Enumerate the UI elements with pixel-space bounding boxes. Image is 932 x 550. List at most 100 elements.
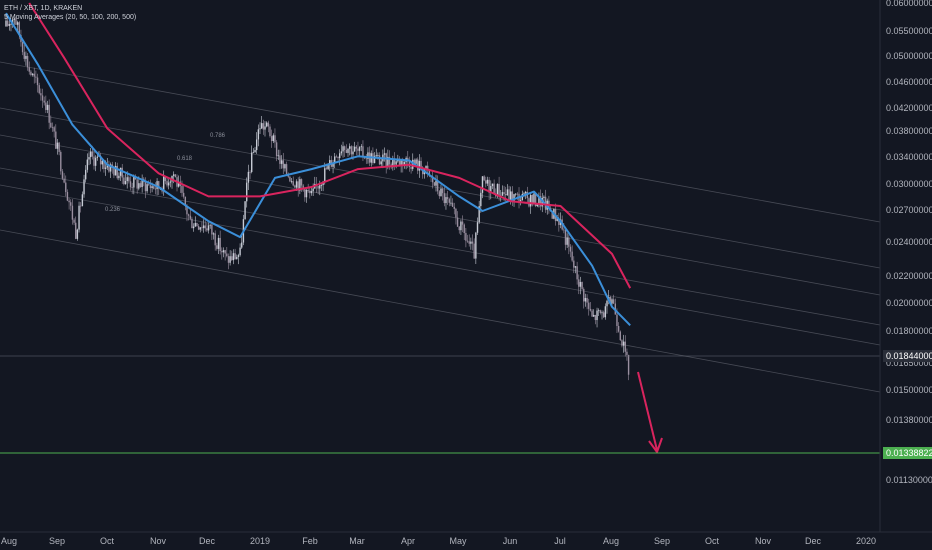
candle-body: [470, 241, 472, 244]
candle-body: [473, 243, 475, 259]
candle-body: [478, 206, 480, 223]
candle-body: [70, 202, 72, 206]
candle-body: [262, 123, 265, 130]
candle-body: [422, 169, 424, 175]
candle-body: [174, 174, 177, 178]
candle-body: [93, 156, 95, 166]
candle-body: [267, 122, 270, 127]
candle-body: [118, 175, 120, 179]
candle-body: [458, 226, 460, 231]
candle-body: [116, 165, 118, 179]
candle-body: [128, 177, 130, 182]
y-tick-label: 0.02200000: [886, 271, 932, 281]
candle-body: [365, 158, 367, 160]
candle-body: [591, 310, 593, 317]
candle-body: [80, 205, 82, 207]
candle-body: [538, 196, 540, 204]
candle-body: [244, 201, 246, 220]
candle-body: [317, 185, 319, 189]
candle-body: [168, 182, 170, 186]
candle-body: [108, 165, 110, 172]
candle-body: [187, 214, 190, 216]
candle-body: [539, 196, 542, 207]
projection-arrow-shaft: [637, 371, 658, 451]
candle-body: [192, 226, 195, 229]
candle-body: [529, 195, 532, 207]
candle-body: [86, 159, 89, 170]
candle-body: [388, 156, 391, 165]
candle-body: [207, 225, 210, 231]
candle-body: [543, 196, 545, 198]
candle-body: [392, 159, 394, 168]
candle-body: [299, 179, 301, 191]
candle-body: [380, 161, 382, 165]
candle-body: [88, 157, 90, 160]
candle-body: [269, 126, 271, 137]
candle-body: [533, 193, 535, 203]
candle-body: [8, 24, 11, 26]
candle-body: [621, 340, 623, 346]
candle-body: [78, 205, 80, 230]
candle-body: [10, 24, 12, 25]
ma-fast-line: [5, 12, 631, 327]
candle-body: [606, 300, 608, 307]
candle-body: [373, 155, 376, 164]
candle-body: [35, 76, 37, 78]
candle-body: [222, 250, 225, 253]
candle-body: [277, 155, 279, 157]
candle-body: [415, 159, 417, 164]
candle-body: [55, 131, 57, 149]
candle-body: [239, 247, 241, 256]
candle-body: [259, 128, 261, 130]
candle-body: [272, 135, 274, 142]
fib-label: 0.786: [210, 133, 226, 139]
candle-body: [181, 185, 183, 193]
candle-body: [581, 281, 583, 289]
candle-body: [124, 181, 127, 185]
candle-body: [106, 165, 108, 168]
candle-body: [231, 256, 233, 261]
candle-body: [524, 191, 527, 194]
y-tick-label: 0.04200000: [886, 103, 932, 113]
candle-body: [237, 255, 240, 257]
candle-body: [91, 151, 94, 157]
candle-body: [282, 160, 284, 169]
candle-body: [221, 251, 223, 253]
candle-body: [569, 246, 572, 252]
candle-body: [158, 181, 160, 189]
candle-body: [204, 225, 206, 229]
candle-body: [191, 218, 193, 229]
candle-body: [75, 222, 77, 239]
candle-body: [28, 67, 30, 72]
candle-body: [265, 122, 268, 127]
candle-body: [471, 241, 474, 244]
symbol-label[interactable]: ETH / XBT, 1D, KRAKEN: [4, 5, 83, 12]
candle-body: [393, 159, 396, 165]
candle-body: [6, 20, 9, 26]
candle-body: [617, 326, 620, 332]
candle-body: [31, 73, 34, 75]
candle-body: [113, 167, 115, 176]
candle-body: [149, 185, 152, 189]
fib-label: 0.236: [105, 207, 121, 213]
candle-body: [169, 181, 172, 183]
candle-body: [566, 237, 568, 245]
candle-body: [463, 224, 465, 234]
candle-body: [226, 253, 228, 257]
fib-label: 0.618: [177, 156, 193, 162]
candle-body: [589, 308, 592, 311]
candle-body: [612, 299, 615, 304]
candle-body: [387, 156, 389, 167]
candle-body: [43, 100, 45, 103]
candle-body: [596, 310, 598, 321]
candle-body: [456, 217, 459, 227]
indicator-label[interactable]: 5 Moving Averages (20, 50, 100, 200, 500…: [4, 14, 137, 21]
candle-body: [45, 102, 47, 110]
candle-body: [586, 298, 588, 303]
candle-body: [38, 85, 40, 94]
candle-body: [99, 155, 102, 165]
candle-body: [506, 189, 509, 196]
candle-body: [435, 180, 437, 186]
time-axis[interactable]: Aug Sep Oct Nov Dec 2019 Feb Mar Apr May Jun Jul Aug…: [1, 536, 876, 546]
